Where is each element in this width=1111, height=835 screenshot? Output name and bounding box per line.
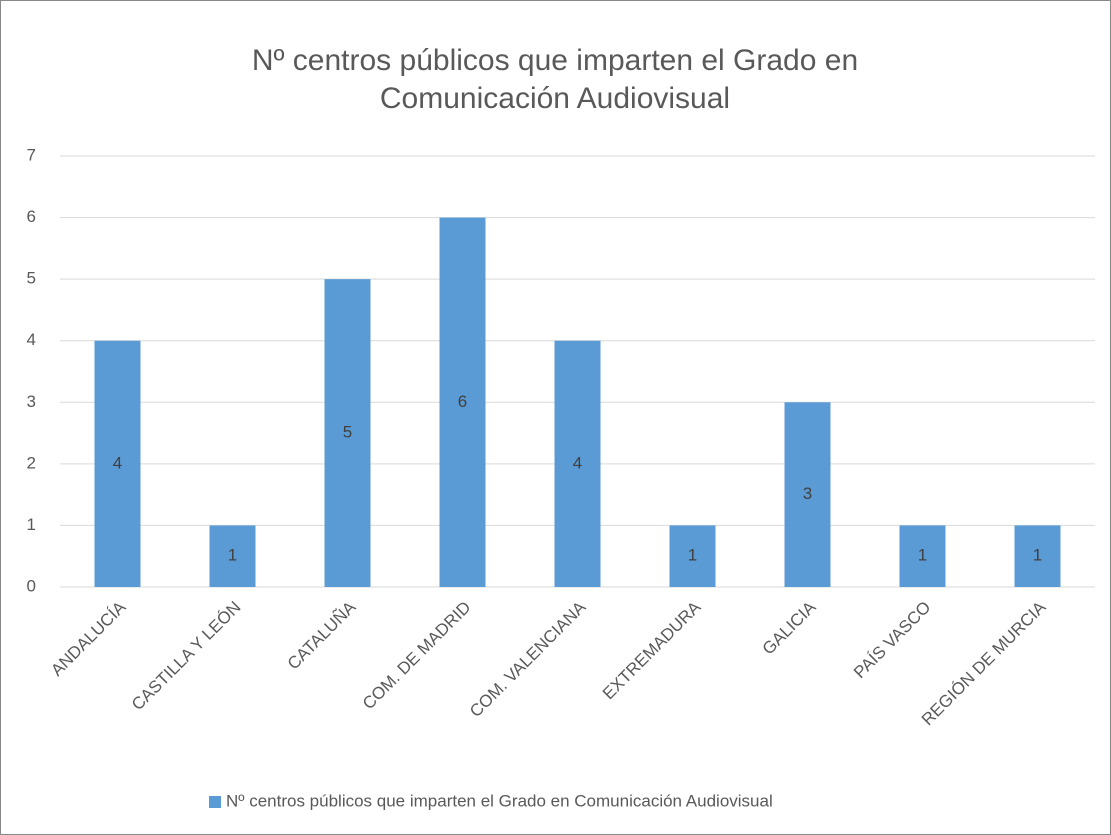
bar [669, 525, 716, 587]
data-label: 4 [573, 453, 582, 472]
x-tick-label: GALICIA [759, 597, 820, 658]
y-tick-label: 1 [27, 515, 36, 534]
x-tick-label: CASTILLA Y LEÓN [128, 598, 245, 715]
y-tick-label: 5 [27, 269, 36, 288]
chart-title: Nº centros públicos que imparten el Grad… [251, 44, 859, 115]
data-label: 1 [228, 546, 237, 565]
bar [209, 525, 256, 587]
y-tick-label: 7 [27, 145, 36, 164]
data-label: 4 [113, 453, 122, 472]
x-tick-label: COM. VALENCIANA [466, 597, 590, 721]
x-tick-label: ANDALUCÍA [47, 597, 130, 680]
bar [554, 340, 601, 587]
legend-swatch [209, 796, 221, 808]
data-label: 1 [918, 546, 927, 565]
data-label: 6 [458, 392, 467, 411]
x-tick-label: CATALUÑA [284, 597, 360, 673]
data-label: 3 [803, 484, 812, 503]
bar [94, 340, 141, 587]
x-tick-label: REGIÓN DE MURCIA [918, 597, 1050, 729]
bar [899, 525, 946, 587]
x-tick-label: COM. DE MADRID [359, 598, 475, 714]
x-tick-label: EXTREMADURA [599, 597, 705, 703]
x-tick-label: PAÍS VASCO [850, 598, 934, 682]
y-tick-label: 3 [27, 392, 36, 411]
bar [1014, 525, 1061, 587]
bar [439, 217, 486, 588]
data-label: 1 [1033, 546, 1042, 565]
legend-label: Nº centros públicos que imparten el Grad… [226, 791, 773, 810]
data-label: 1 [688, 546, 697, 565]
y-tick-label: 4 [27, 330, 36, 349]
bar [324, 279, 371, 587]
y-tick-label: 2 [27, 453, 36, 472]
bar [784, 402, 831, 587]
y-tick-label: 6 [27, 207, 36, 226]
y-tick-label: 0 [27, 576, 36, 595]
data-label: 5 [343, 423, 352, 442]
